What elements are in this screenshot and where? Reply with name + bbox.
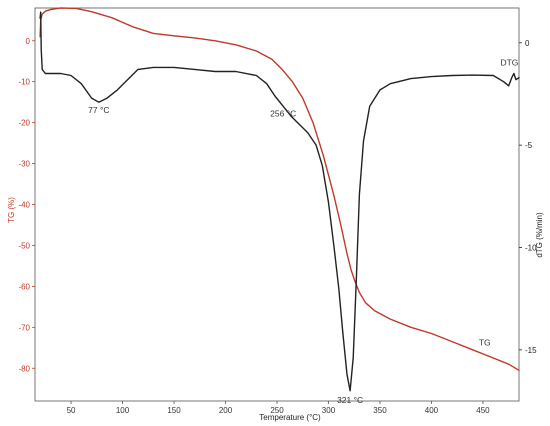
- annotation-label: 256 °C: [270, 108, 296, 118]
- y-left-tick-label: -30: [18, 160, 30, 169]
- x-tick-label: 250: [270, 406, 284, 415]
- y-right-tick-label: -5: [525, 141, 533, 150]
- y-left-tick-label: -10: [18, 78, 30, 87]
- y-left-tick-label: -50: [18, 241, 30, 250]
- y-left-axis: 0 -10 -20 -30 -40 -50 -60 -70 -80: [18, 37, 35, 373]
- x-axis-label: Temperature (°C): [259, 413, 321, 422]
- series-line-dtg: [39, 11, 520, 392]
- series-layer: [39, 7, 520, 392]
- x-tick-label: 150: [167, 406, 181, 415]
- y-right-tick-label: -15: [525, 346, 537, 355]
- y-left-tick-label: -70: [18, 323, 30, 332]
- y-right-axis-label: dTG (%/min): [535, 212, 544, 258]
- x-tick-label: 400: [425, 406, 439, 415]
- series-line-tg: [39, 7, 520, 371]
- annotation-label: TG: [479, 338, 491, 348]
- y-right-tick-label: 0: [525, 39, 530, 48]
- x-axis: 50 100 150 200 250 300 350 400 450: [67, 401, 490, 415]
- annotation-label: 321 °C: [337, 395, 363, 405]
- y-left-axis-label: TG (%): [7, 197, 16, 223]
- annotation-label: DTG: [500, 57, 518, 67]
- x-tick-label: 350: [373, 406, 387, 415]
- y-left-tick-label: -20: [18, 119, 30, 128]
- x-tick-label: 50: [67, 406, 76, 415]
- y-right-axis: 0 -5 -10 -15: [519, 39, 537, 355]
- y-left-tick-label: 0: [26, 37, 31, 46]
- y-right-tick-label: -10: [525, 243, 537, 252]
- y-left-tick-label: -40: [18, 201, 30, 210]
- x-tick-label: 100: [116, 406, 130, 415]
- annotation-label: 77 °C: [88, 105, 109, 115]
- y-left-tick-label: -60: [18, 282, 30, 291]
- annotation-layer: 77 °C 256 °C 321 °C DTG TG: [88, 57, 518, 404]
- x-tick-label: 300: [322, 406, 336, 415]
- y-left-tick-label: -80: [18, 364, 30, 373]
- x-tick-label: 450: [476, 406, 490, 415]
- x-tick-label: 200: [219, 406, 233, 415]
